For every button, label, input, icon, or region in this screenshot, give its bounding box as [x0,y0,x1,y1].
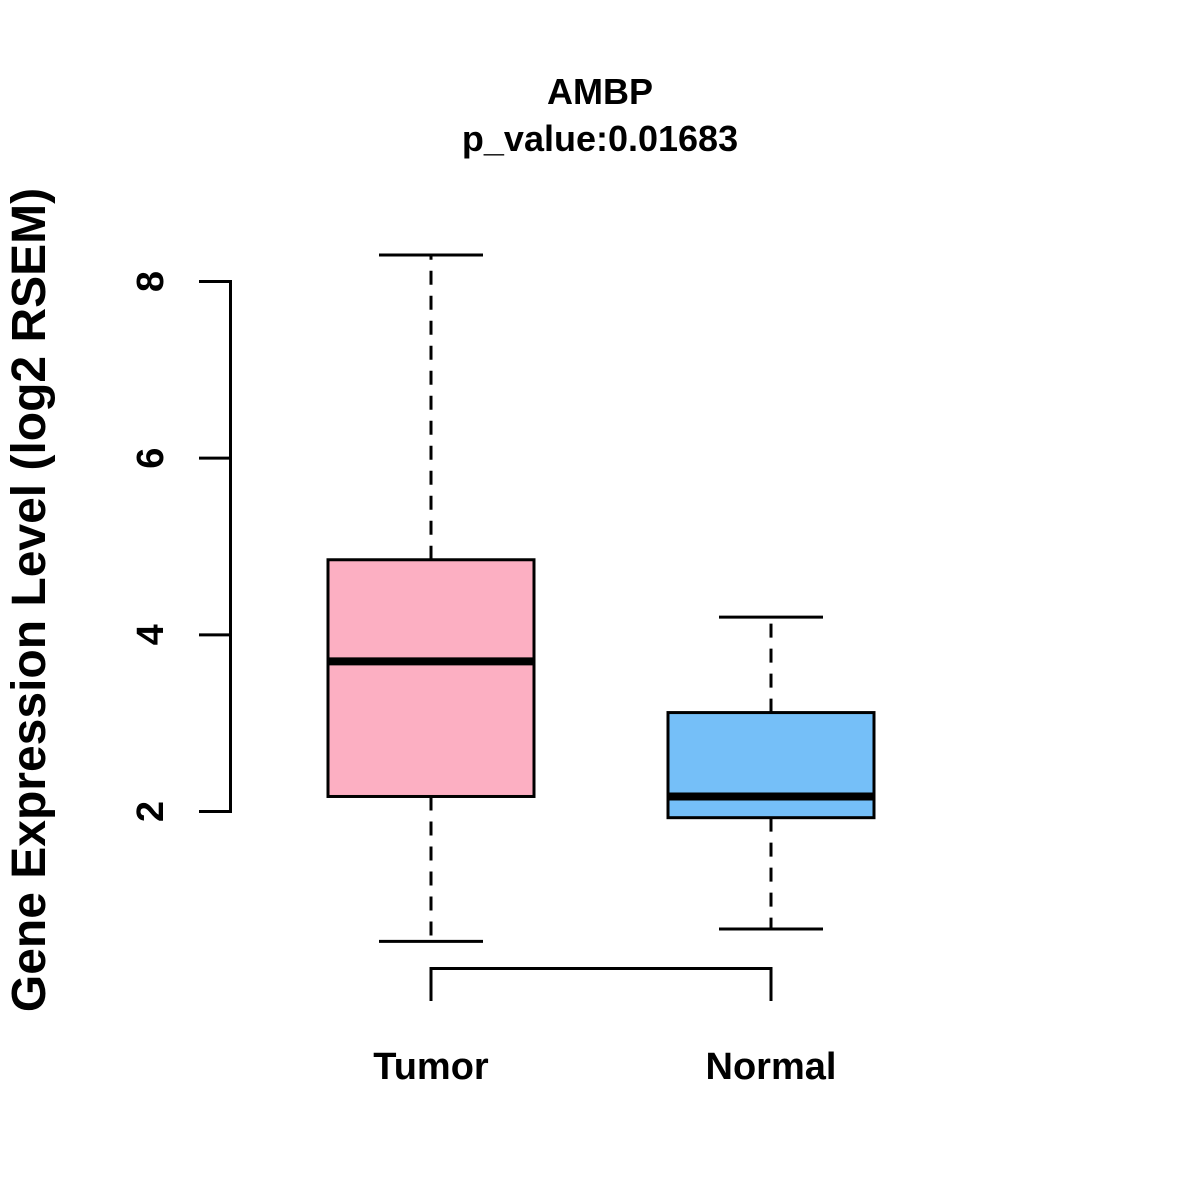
y-axis: 2 4 6 8 [130,271,232,822]
category-label-normal: Normal [706,1046,837,1088]
tumor-box [326,558,536,798]
chart-subtitle: p_value:0.01683 [462,118,738,159]
category-labels: Tumor Normal [373,1046,836,1088]
box-group [326,253,876,943]
x-axis [429,967,773,1001]
y-axis-label: Gene Expression Level (log2 RSEM) [3,188,56,1012]
normal-box [666,711,876,820]
category-label-tumor: Tumor [373,1046,489,1088]
chart-title: AMBP [547,71,653,112]
y-tick-label-2: 2 [130,801,172,822]
y-tick-label-4: 4 [130,624,172,645]
y-tick-label-8: 8 [130,271,172,292]
x-axis-bracket [429,967,773,1001]
y-tick-label-6: 6 [130,448,172,469]
